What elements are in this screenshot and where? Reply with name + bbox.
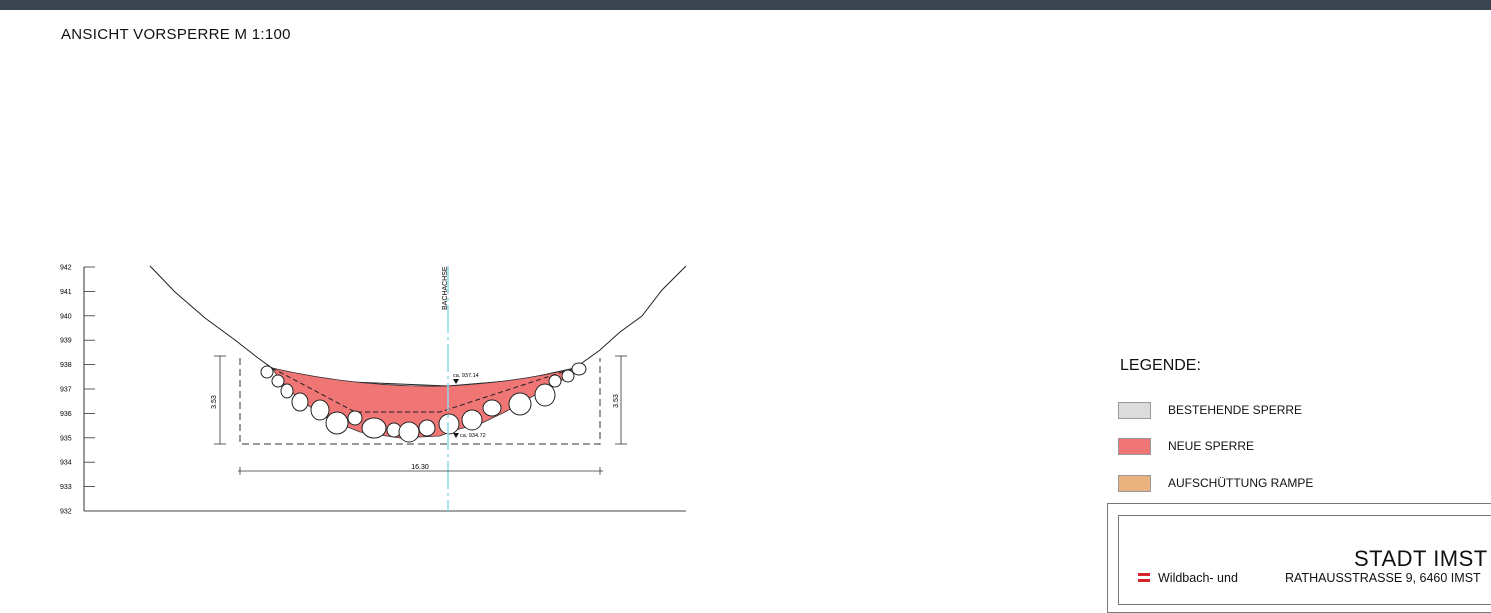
agency-name: Wildbach- und <box>1158 571 1238 585</box>
client-address: RATHAUSSTRASSE 9, 6460 IMST <box>1285 571 1481 585</box>
terrain-line <box>149 265 687 387</box>
elevation-scale: 942 941 940 939 938 937 936 935 934 933 932 <box>60 265 95 516</box>
stone <box>561 369 575 383</box>
stone <box>438 413 460 435</box>
height-label-right: 3.53 <box>613 394 620 408</box>
legend-swatch <box>1118 438 1151 455</box>
scale-label: 935 <box>60 435 72 442</box>
stone <box>310 399 330 421</box>
bottom-level-label: ca. 934.72 <box>460 433 486 439</box>
stone <box>534 383 556 407</box>
inner-dashed-line <box>271 367 576 413</box>
legend-title: LEGENDE: <box>1120 357 1201 374</box>
bottom-level-marker <box>453 433 459 438</box>
stone <box>361 417 387 439</box>
stone <box>548 374 562 388</box>
drawing-title: ANSICHT VORSPERRE M 1:100 <box>61 26 291 43</box>
legend-label: AUFSCHÜTTUNG RAMPE <box>1168 476 1314 490</box>
stone <box>418 419 436 437</box>
dam-outline-dashed <box>239 358 601 445</box>
section-drawing: 942 941 940 939 938 937 936 935 934 933 932 BACHAC… <box>60 265 687 516</box>
scale-label: 938 <box>60 362 72 369</box>
top-bar <box>0 0 1491 10</box>
stone <box>291 392 309 412</box>
stone <box>347 410 363 426</box>
stream-axis-label: BACHACHSE <box>442 266 449 310</box>
height-label-left: 3.53 <box>211 395 218 409</box>
stone <box>325 411 349 435</box>
scale-label: 939 <box>60 338 72 345</box>
legend-label: NEUE SPERRE <box>1168 439 1255 453</box>
stone <box>271 374 285 388</box>
scale-label: 937 <box>60 387 72 394</box>
scale-label: 941 <box>60 289 72 296</box>
stone <box>260 365 274 379</box>
crest-level-label: ca. 937.14 <box>453 373 479 379</box>
legend-swatch <box>1118 402 1151 419</box>
scale-label: 934 <box>60 460 72 467</box>
scale-label: 932 <box>60 509 72 516</box>
stone <box>482 399 502 417</box>
scale-label: 933 <box>60 484 72 491</box>
crest-level-marker <box>453 379 459 384</box>
client-name: STADT IMST <box>1354 546 1488 571</box>
stone <box>461 409 483 431</box>
stone-layer <box>260 362 587 443</box>
stone <box>280 383 294 399</box>
austria-flag-icon <box>1138 573 1150 582</box>
legend-swatch <box>1118 475 1151 492</box>
scale-label: 936 <box>60 411 72 418</box>
scale-label: 940 <box>60 313 72 320</box>
stone <box>398 421 420 443</box>
stone <box>571 362 587 376</box>
legend-label: BESTEHENDE SPERRE <box>1168 403 1303 417</box>
scale-label: 942 <box>60 265 72 272</box>
width-label: 16.30 <box>411 464 429 471</box>
stone <box>508 392 532 416</box>
